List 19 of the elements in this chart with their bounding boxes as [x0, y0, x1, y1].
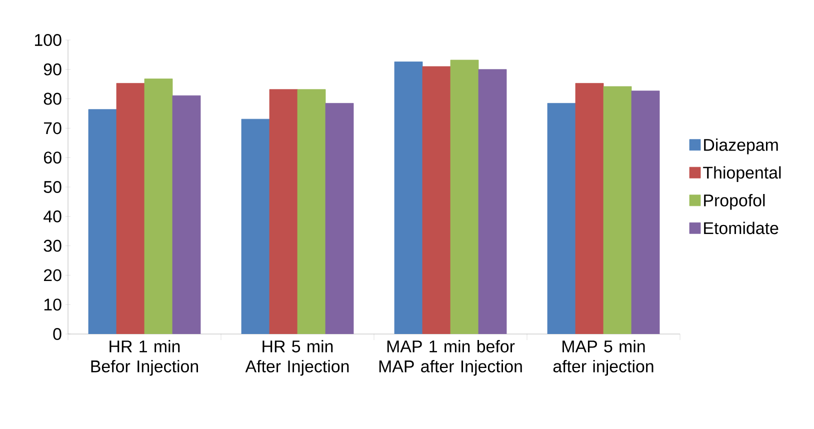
legend-label: Propofol — [704, 194, 765, 210]
x-tick-label: HR 5 min After Injection — [245, 340, 349, 376]
legend-label: Diazepam — [704, 138, 778, 154]
y-tick-label: 0 — [53, 328, 62, 340]
legend-label: Thiopental — [703, 166, 781, 182]
y-tick-label: 60 — [44, 152, 62, 164]
x-tick-label: MAP 5 min after injection — [553, 340, 654, 376]
x-tick-label: MAP 1 min befor MAP after Injection — [379, 340, 522, 376]
y-tick-label: 80 — [44, 92, 62, 105]
y-tick-label: 70 — [44, 122, 62, 134]
y-tick-label: 30 — [44, 240, 62, 252]
y-tick-label: 90 — [44, 63, 62, 76]
x-tick-label: HR 1 min Befor Injection — [91, 340, 198, 376]
y-tick-label: 10 — [44, 298, 62, 311]
y-tick-label: 100 — [35, 34, 62, 46]
legend-label: Etomidate — [704, 222, 778, 234]
y-tick-label: 50 — [44, 181, 62, 193]
y-tick-label: 40 — [44, 210, 62, 222]
y-tick-label: 20 — [44, 269, 62, 282]
